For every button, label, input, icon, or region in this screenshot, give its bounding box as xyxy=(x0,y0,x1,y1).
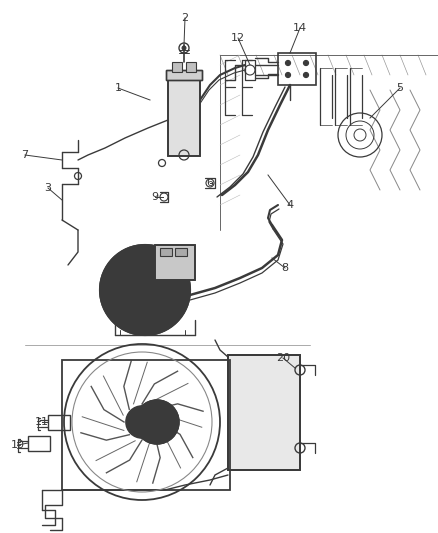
Bar xyxy=(228,355,300,470)
Bar xyxy=(168,78,200,156)
Bar xyxy=(48,415,70,430)
Bar xyxy=(168,78,200,156)
Text: 20: 20 xyxy=(276,353,290,363)
Circle shape xyxy=(304,72,308,77)
Bar xyxy=(228,355,300,470)
Text: 5: 5 xyxy=(396,83,403,93)
Circle shape xyxy=(286,72,290,77)
Bar xyxy=(172,62,182,72)
Text: 14: 14 xyxy=(293,23,307,33)
Bar xyxy=(62,360,230,490)
Circle shape xyxy=(125,270,165,310)
Text: 9: 9 xyxy=(152,192,159,202)
Text: 7: 7 xyxy=(21,150,28,160)
Bar xyxy=(166,70,202,80)
Text: 3: 3 xyxy=(45,183,52,193)
Text: 10: 10 xyxy=(11,440,25,450)
Circle shape xyxy=(133,278,157,302)
Text: 6: 6 xyxy=(206,178,213,188)
Circle shape xyxy=(137,417,147,427)
Circle shape xyxy=(100,245,190,335)
Bar xyxy=(278,53,316,85)
Circle shape xyxy=(135,400,179,444)
Bar xyxy=(28,436,50,451)
Circle shape xyxy=(182,46,186,50)
Circle shape xyxy=(140,285,150,295)
Text: 8: 8 xyxy=(282,263,289,273)
Bar xyxy=(175,248,187,256)
Text: 4: 4 xyxy=(286,200,293,210)
Bar xyxy=(166,70,202,80)
Text: 1: 1 xyxy=(114,83,121,93)
Bar xyxy=(160,248,172,256)
Circle shape xyxy=(304,61,308,66)
Circle shape xyxy=(286,61,290,66)
Circle shape xyxy=(126,406,158,438)
Bar xyxy=(155,245,195,280)
Bar xyxy=(186,62,196,72)
Text: 12: 12 xyxy=(231,33,245,43)
Text: 2: 2 xyxy=(181,13,189,23)
Bar xyxy=(155,245,195,280)
Text: 11: 11 xyxy=(35,417,49,427)
